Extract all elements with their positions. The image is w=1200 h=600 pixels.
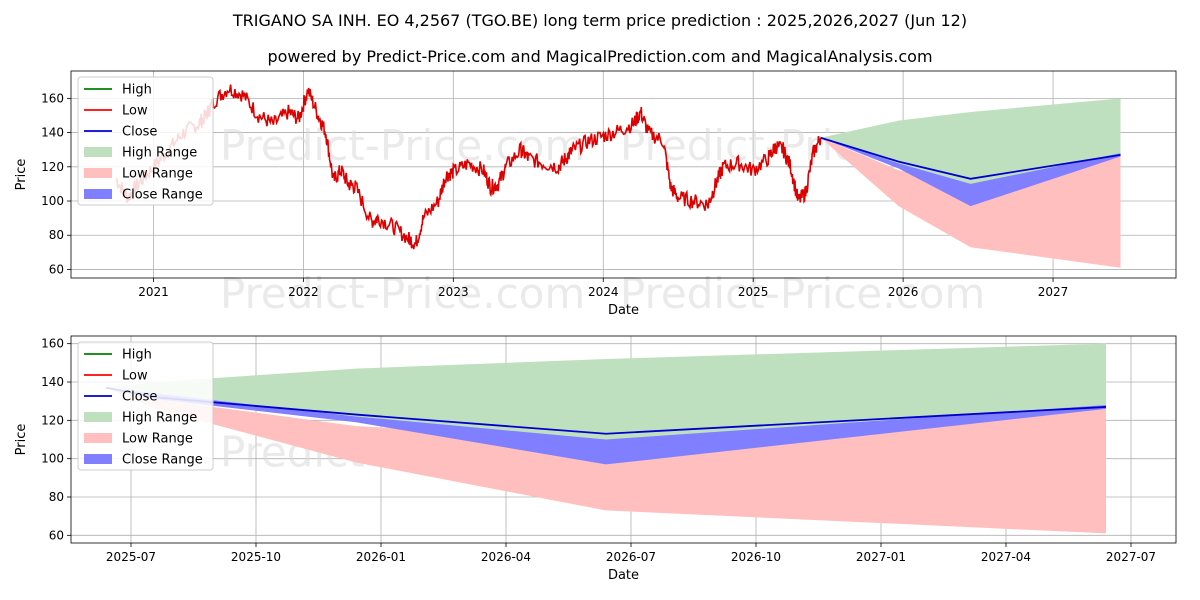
y-tick-label: 160 bbox=[41, 337, 64, 351]
plot-area bbox=[115, 84, 1121, 268]
y-tick-label: 100 bbox=[41, 194, 64, 208]
x-tick-label: 2027-01 bbox=[856, 550, 906, 564]
x-tick-label: 2026 bbox=[888, 285, 919, 299]
y-tick-label: 60 bbox=[49, 528, 64, 542]
y-tick-label: 80 bbox=[49, 228, 64, 242]
x-tick-label: 2021 bbox=[138, 285, 169, 299]
plot-area bbox=[105, 343, 1107, 534]
bottom-plot-panel: Predict-Price.comPredict-Price.com2025-0… bbox=[14, 335, 1177, 583]
legend-swatch-close-range bbox=[84, 454, 112, 464]
watermark-text: Predict-Price.com bbox=[220, 269, 585, 318]
legend-swatch-low-range bbox=[84, 433, 112, 443]
watermark-text: Predict-Price.com bbox=[220, 121, 585, 170]
watermark-text: Predict-Price.com bbox=[620, 269, 985, 318]
close-range-area bbox=[820, 137, 1121, 207]
chart-title: TRIGANO SA INH. EO 4,2567 (TGO.BE) long … bbox=[232, 11, 967, 30]
x-axis-label: Date bbox=[608, 303, 639, 318]
legend-swatch-close-range bbox=[84, 189, 112, 199]
x-tick-label: 2027-07 bbox=[1106, 550, 1156, 564]
legend-label-close: Close bbox=[122, 390, 157, 405]
top-plot-panel: Predict-Price.com Predict-Price.com Predic… bbox=[14, 70, 1177, 318]
y-tick-label: 120 bbox=[41, 413, 64, 427]
legend-label-high-range: High Range bbox=[122, 411, 197, 426]
x-tick-label: 2026-04 bbox=[481, 550, 531, 564]
y-tick-label: 60 bbox=[49, 262, 64, 276]
x-tick-label: 2026-01 bbox=[356, 550, 406, 564]
chart-subtitle: powered by Predict-Price.com and Magical… bbox=[267, 47, 932, 66]
y-axis-label: Price bbox=[14, 424, 29, 456]
plot-frame bbox=[70, 70, 1177, 279]
x-tick-label: 2024 bbox=[588, 285, 619, 299]
y-tick-label: 120 bbox=[41, 160, 64, 174]
legend-label-high: High bbox=[122, 83, 152, 98]
legend-label-low-range: Low Range bbox=[122, 167, 193, 182]
x-tick-label: 2022 bbox=[288, 285, 319, 299]
legend-label-close-range: Close Range bbox=[122, 188, 203, 203]
legend-label-low: Low bbox=[122, 104, 148, 119]
legend-swatch-high-range bbox=[84, 412, 112, 422]
y-tick-label: 80 bbox=[49, 490, 64, 504]
legend-label-high: High bbox=[122, 348, 152, 363]
legend-label-low: Low bbox=[122, 369, 148, 384]
legend: High Low Close High Range Low Range Close Ran… bbox=[77, 76, 214, 206]
legend: High Low Close High Range Low Range Close Ran… bbox=[77, 341, 214, 471]
legend-label-close: Close bbox=[122, 125, 157, 140]
y-axis-label: Price bbox=[14, 159, 29, 191]
x-tick-label: 2026-07 bbox=[606, 550, 656, 564]
close-forecast-line bbox=[820, 136, 1121, 180]
y-tick-label: 140 bbox=[41, 375, 64, 389]
legend-swatch-high-range bbox=[84, 147, 112, 157]
x-tick-label: 2025-07 bbox=[106, 550, 156, 564]
legend-swatch-low-range bbox=[84, 168, 112, 178]
legend-label-low-range: Low Range bbox=[122, 432, 193, 447]
y-tick-label: 100 bbox=[41, 452, 64, 466]
legend-label-close-range: Close Range bbox=[122, 453, 203, 468]
y-tick-label: 140 bbox=[41, 126, 64, 140]
close-range-area bbox=[106, 387, 1106, 465]
price-history-line bbox=[115, 84, 822, 250]
plot-frame bbox=[70, 335, 1177, 544]
y-tick-label: 160 bbox=[41, 91, 64, 105]
x-tick-label: 2025-10 bbox=[231, 550, 281, 564]
legend-label-high-range: High Range bbox=[122, 146, 197, 161]
x-tick-label: 2026-10 bbox=[731, 550, 781, 564]
x-tick-label: 2027 bbox=[1038, 285, 1069, 299]
x-tick-label: 2027-04 bbox=[981, 550, 1031, 564]
x-tick-label: 2025 bbox=[738, 285, 769, 299]
x-axis-label: Date bbox=[608, 568, 639, 583]
x-tick-label: 2023 bbox=[438, 285, 469, 299]
